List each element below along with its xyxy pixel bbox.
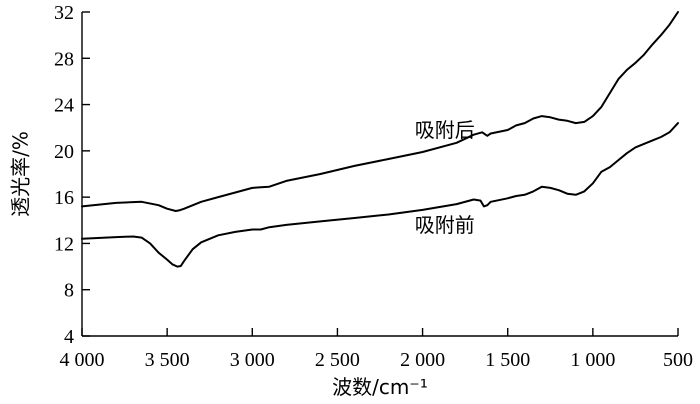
y-tick-label: 12 xyxy=(54,233,74,255)
y-ticks: 4 8 12 16 20 24 28 32 xyxy=(54,2,90,348)
x-tick-label: 500 xyxy=(663,349,693,371)
x-tick-label: 2 000 xyxy=(400,349,445,371)
x-tick-label: 4 000 xyxy=(60,349,105,371)
series-annotation: 吸附前 xyxy=(415,213,475,237)
series-line-after-adsorption xyxy=(81,11,679,212)
series-group xyxy=(81,11,679,268)
x-axis-title: 波数/cm⁻¹ xyxy=(332,375,428,399)
x-tick-label: 1 000 xyxy=(570,349,615,371)
x-tick-label: 3 500 xyxy=(145,349,190,371)
x-tick-label: 3 000 xyxy=(230,349,275,371)
series-line-before-adsorption xyxy=(81,122,679,268)
y-tick-label: 16 xyxy=(54,187,74,209)
y-axis-title: 透光率/% xyxy=(9,131,33,217)
axes xyxy=(81,12,678,337)
x-ticks: 4 000 3 500 3 000 2 500 2 000 1 500 1 000 500 xyxy=(60,328,693,371)
y-tick-label: 32 xyxy=(54,2,74,24)
y-tick-label: 4 xyxy=(64,326,74,348)
x-tick-label: 1 500 xyxy=(485,349,530,371)
y-tick-label: 24 xyxy=(54,95,74,117)
y-tick-label: 8 xyxy=(64,280,74,302)
x-tick-label: 2 500 xyxy=(315,349,360,371)
y-tick-label: 20 xyxy=(54,141,74,163)
series-annotation: 吸附后 xyxy=(415,118,475,142)
y-tick-label: 28 xyxy=(54,48,74,70)
